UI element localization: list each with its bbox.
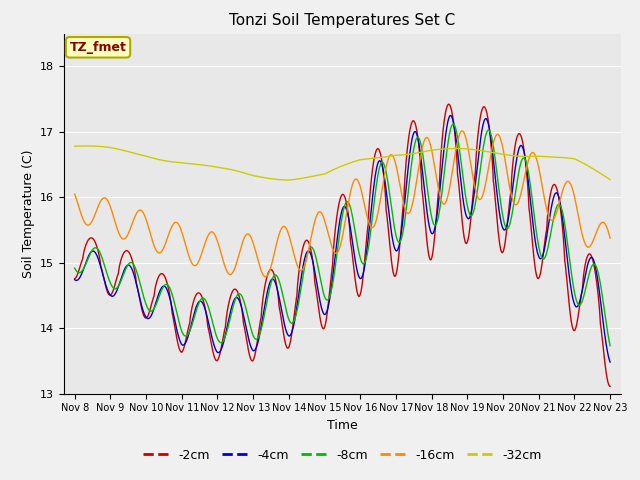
-2cm xyxy=(250,356,257,362)
-16cm xyxy=(262,274,269,280)
-2cm xyxy=(177,349,184,355)
Line: -2cm: -2cm xyxy=(75,104,610,386)
-8cm xyxy=(496,192,504,197)
-4cm xyxy=(426,223,433,229)
Line: -16cm: -16cm xyxy=(75,131,610,277)
-2cm xyxy=(190,298,198,303)
-4cm xyxy=(606,359,614,365)
-16cm xyxy=(190,263,198,268)
-32cm xyxy=(250,173,258,179)
-32cm xyxy=(83,143,91,149)
Line: -32cm: -32cm xyxy=(75,146,610,180)
-32cm xyxy=(426,147,434,153)
Legend: -2cm, -4cm, -8cm, -16cm, -32cm: -2cm, -4cm, -8cm, -16cm, -32cm xyxy=(138,444,547,467)
-4cm xyxy=(190,312,198,318)
-2cm xyxy=(71,276,79,282)
-32cm xyxy=(285,177,292,183)
-16cm xyxy=(606,235,614,241)
-16cm xyxy=(458,128,466,134)
-16cm xyxy=(71,192,79,197)
-8cm xyxy=(177,325,184,331)
-32cm xyxy=(543,154,551,159)
-8cm xyxy=(449,121,457,127)
-8cm xyxy=(71,265,79,271)
-16cm xyxy=(250,242,257,248)
-2cm xyxy=(496,240,504,246)
-16cm xyxy=(177,226,184,232)
-2cm xyxy=(606,384,614,389)
-2cm xyxy=(543,224,550,229)
Y-axis label: Soil Temperature (C): Soil Temperature (C) xyxy=(22,149,35,278)
-4cm xyxy=(250,348,257,354)
-32cm xyxy=(606,177,614,182)
Text: TZ_fmet: TZ_fmet xyxy=(70,41,127,54)
-4cm xyxy=(447,113,454,119)
-32cm xyxy=(496,151,504,156)
-4cm xyxy=(177,340,184,346)
-2cm xyxy=(426,254,433,260)
Line: -8cm: -8cm xyxy=(75,124,610,346)
Title: Tonzi Soil Temperatures Set C: Tonzi Soil Temperatures Set C xyxy=(229,13,456,28)
-4cm xyxy=(496,211,504,217)
-4cm xyxy=(543,233,550,239)
-8cm xyxy=(250,334,257,339)
-2cm xyxy=(445,101,452,107)
-8cm xyxy=(426,201,433,206)
-8cm xyxy=(606,343,614,348)
X-axis label: Time: Time xyxy=(327,419,358,432)
-16cm xyxy=(496,134,504,140)
-16cm xyxy=(543,208,551,214)
-32cm xyxy=(71,144,79,149)
-8cm xyxy=(190,316,198,322)
-16cm xyxy=(426,139,433,145)
-8cm xyxy=(543,249,550,255)
Line: -4cm: -4cm xyxy=(75,116,610,362)
-4cm xyxy=(71,277,79,283)
-32cm xyxy=(177,160,185,166)
-32cm xyxy=(190,161,198,167)
